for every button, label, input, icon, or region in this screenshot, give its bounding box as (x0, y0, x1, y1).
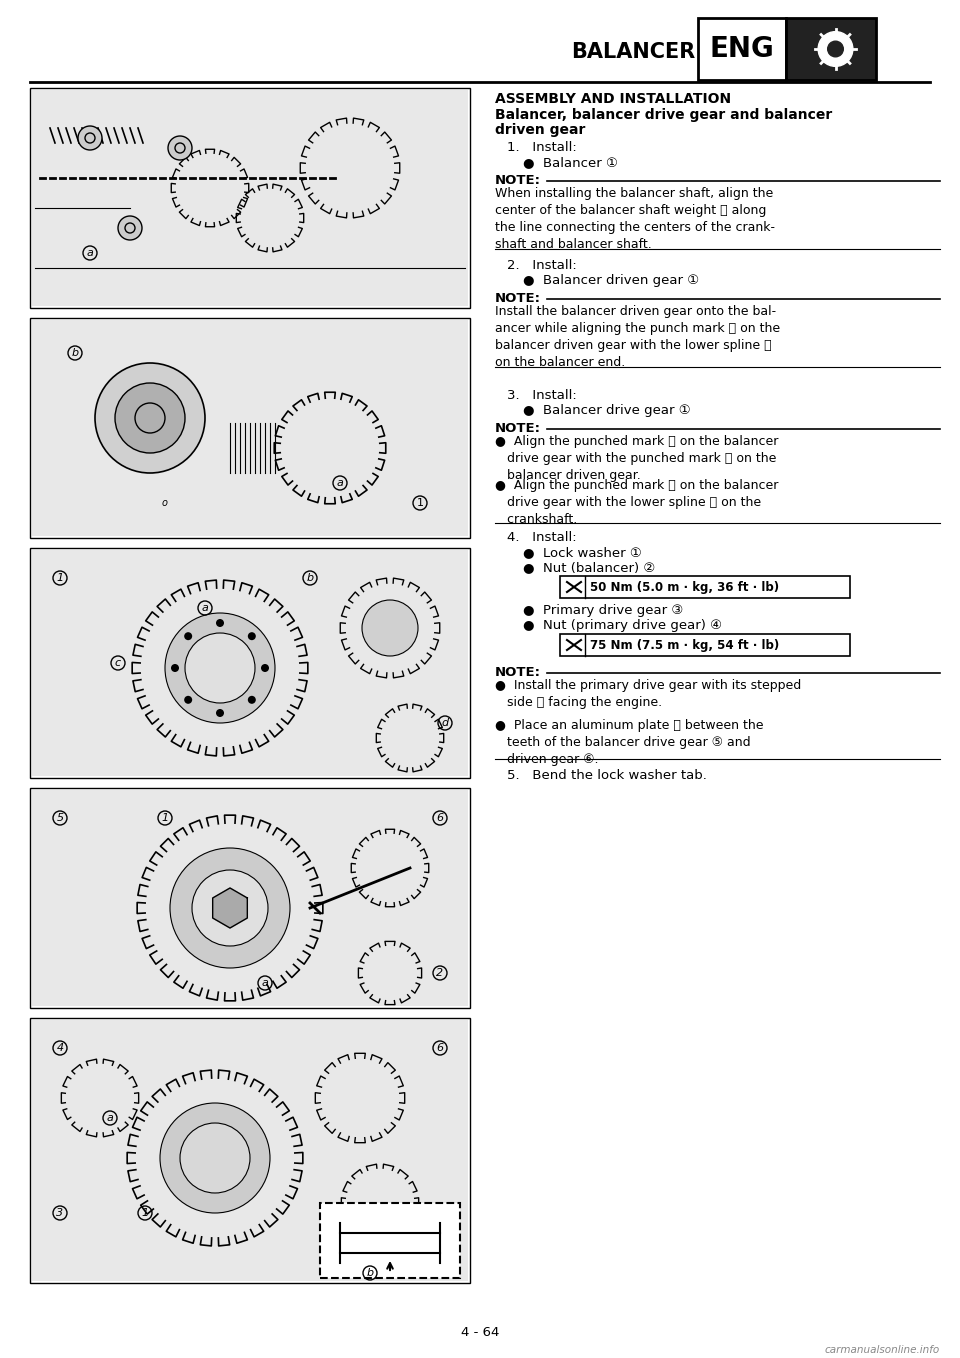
Bar (30, 318, 470, 538)
Text: a: a (261, 978, 269, 989)
Circle shape (184, 695, 192, 703)
Circle shape (171, 664, 179, 672)
Text: c: c (115, 659, 121, 668)
Text: ●  Align the punched mark Ⓒ on the balancer
   drive gear with the lower spline : ● Align the punched mark Ⓒ on the balanc… (495, 479, 779, 526)
Bar (30, 1018, 470, 1283)
Text: NOTE:: NOTE: (495, 422, 541, 435)
Text: carmanualsonline.info: carmanualsonline.info (825, 1344, 940, 1355)
Text: Install the balancer driven gear onto the bal-
ancer while aligning the punch ma: Install the balancer driven gear onto th… (495, 306, 780, 369)
Circle shape (95, 363, 205, 473)
Text: 1.   Install:: 1. Install: (507, 141, 577, 153)
Circle shape (818, 31, 852, 67)
Bar (32, 320, 468, 536)
Text: ●  Nut (balancer) ②: ● Nut (balancer) ② (523, 561, 656, 574)
Circle shape (248, 695, 255, 703)
Text: a: a (202, 603, 208, 612)
Polygon shape (213, 888, 248, 928)
Text: 5.   Bend the lock washer tab.: 5. Bend the lock washer tab. (507, 769, 707, 782)
Text: 2.   Install:: 2. Install: (507, 259, 577, 272)
Text: 1: 1 (57, 573, 63, 583)
Text: ●  Balancer ①: ● Balancer ① (523, 156, 618, 168)
Circle shape (192, 870, 268, 947)
Text: a: a (86, 249, 93, 258)
Circle shape (168, 136, 192, 160)
Text: NOTE:: NOTE: (495, 665, 541, 679)
Text: ●  Lock washer ①: ● Lock washer ① (523, 546, 641, 559)
Text: b: b (367, 1268, 373, 1278)
Text: b: b (306, 573, 314, 583)
Text: 5: 5 (57, 813, 63, 823)
Circle shape (118, 216, 142, 240)
Text: 3.   Install:: 3. Install: (507, 388, 577, 402)
Text: 75 Nm (7.5 m · kg, 54 ft · lb): 75 Nm (7.5 m · kg, 54 ft · lb) (590, 640, 780, 652)
Bar (560, 576, 850, 598)
Bar (32, 550, 468, 775)
Text: 6: 6 (437, 1043, 444, 1052)
Circle shape (184, 633, 192, 640)
Circle shape (362, 600, 418, 656)
Bar (698, 18, 786, 80)
Text: 1: 1 (161, 813, 169, 823)
Text: 1: 1 (417, 498, 423, 508)
Bar (30, 88, 470, 308)
Circle shape (180, 1123, 250, 1192)
Text: ●  Balancer driven gear ①: ● Balancer driven gear ① (523, 274, 699, 287)
Text: NOTE:: NOTE: (495, 292, 541, 306)
Circle shape (216, 619, 224, 627)
Text: 3: 3 (57, 1209, 63, 1218)
Text: NOTE:: NOTE: (495, 174, 541, 187)
Bar (32, 1020, 468, 1281)
Circle shape (160, 1103, 270, 1213)
Text: 4: 4 (57, 1043, 63, 1052)
Text: driven gear: driven gear (495, 124, 586, 137)
Text: b: b (71, 348, 79, 359)
Bar (560, 634, 850, 656)
Circle shape (165, 612, 275, 722)
Text: ●  Place an aluminum plate Ⓐ between the
   teeth of the balancer drive gear ⑤ a: ● Place an aluminum plate Ⓐ between the … (495, 718, 763, 766)
Text: a: a (107, 1114, 113, 1123)
Text: ●  Balancer drive gear ①: ● Balancer drive gear ① (523, 403, 690, 417)
Text: a: a (337, 478, 344, 488)
Circle shape (261, 664, 269, 672)
Circle shape (115, 383, 185, 454)
Bar (30, 549, 470, 778)
Text: BALANCER: BALANCER (571, 42, 695, 62)
Bar (786, 18, 876, 80)
Text: 2: 2 (437, 968, 444, 978)
Text: ●  Align the punched mark Ⓐ on the balancer
   drive gear with the punched mark : ● Align the punched mark Ⓐ on the balanc… (495, 435, 779, 482)
Text: ●  Primary drive gear ③: ● Primary drive gear ③ (523, 604, 684, 617)
Text: ENG: ENG (709, 35, 775, 62)
Text: 4 - 64: 4 - 64 (461, 1325, 499, 1339)
Bar (32, 790, 468, 1006)
Text: ●  Nut (primary drive gear) ④: ● Nut (primary drive gear) ④ (523, 619, 722, 631)
Circle shape (185, 633, 255, 703)
Circle shape (248, 633, 255, 640)
Text: 1: 1 (141, 1209, 149, 1218)
Text: ●  Install the primary drive gear with its stepped
   side Ⓑ facing the engine.: ● Install the primary drive gear with it… (495, 679, 802, 709)
Bar (320, 1203, 460, 1278)
Text: 4.   Install:: 4. Install: (507, 531, 577, 545)
Circle shape (828, 41, 843, 57)
Circle shape (216, 709, 224, 717)
Text: o: o (162, 498, 168, 508)
Bar (32, 90, 468, 306)
Bar (30, 788, 470, 1008)
Circle shape (170, 847, 290, 968)
Text: 6: 6 (437, 813, 444, 823)
Text: Balancer, balancer drive gear and balancer: Balancer, balancer drive gear and balanc… (495, 109, 832, 122)
Text: When installing the balancer shaft, align the
center of the balancer shaft weigh: When installing the balancer shaft, alig… (495, 187, 775, 251)
Text: d: d (442, 718, 448, 728)
Circle shape (78, 126, 102, 149)
Text: 50 Nm (5.0 m · kg, 36 ft · lb): 50 Nm (5.0 m · kg, 36 ft · lb) (590, 581, 780, 595)
Text: ASSEMBLY AND INSTALLATION: ASSEMBLY AND INSTALLATION (495, 92, 732, 106)
